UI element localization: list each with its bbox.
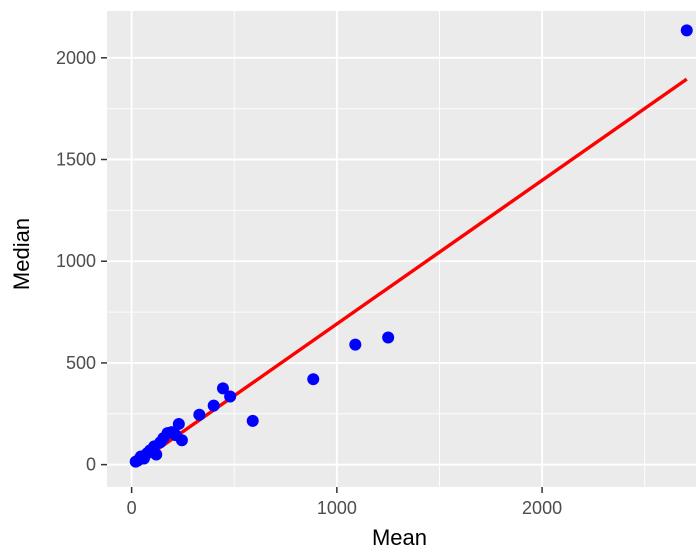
x-tick-label: 1000	[317, 498, 357, 518]
y-tick-label: 2000	[56, 48, 96, 68]
y-tick-label: 1000	[56, 251, 96, 271]
axis-ticks	[101, 57, 543, 493]
plot-panel	[107, 11, 696, 487]
x-tick-label: 0	[127, 498, 137, 518]
tick-labels: 0 1000 2000 0 500 1000 1500 2000	[56, 48, 562, 518]
y-axis-title: Median	[9, 218, 34, 290]
data-point	[349, 338, 362, 351]
x-axis-title: Mean	[372, 525, 427, 550]
y-tick-label: 500	[66, 353, 96, 373]
data-point	[246, 414, 259, 427]
x-tick-label: 2000	[522, 498, 562, 518]
points-layer	[129, 24, 693, 468]
data-point	[150, 448, 163, 461]
data-point	[307, 373, 320, 386]
data-point	[680, 24, 693, 37]
y-tick-label: 1500	[56, 149, 96, 169]
y-tick-label: 0	[86, 455, 96, 475]
data-point	[193, 408, 206, 421]
data-point	[382, 331, 395, 344]
data-point	[207, 399, 220, 412]
major-gridlines	[107, 11, 696, 487]
data-point	[175, 434, 188, 447]
data-point	[172, 417, 185, 430]
data-point	[216, 382, 229, 395]
data-point	[224, 390, 237, 403]
